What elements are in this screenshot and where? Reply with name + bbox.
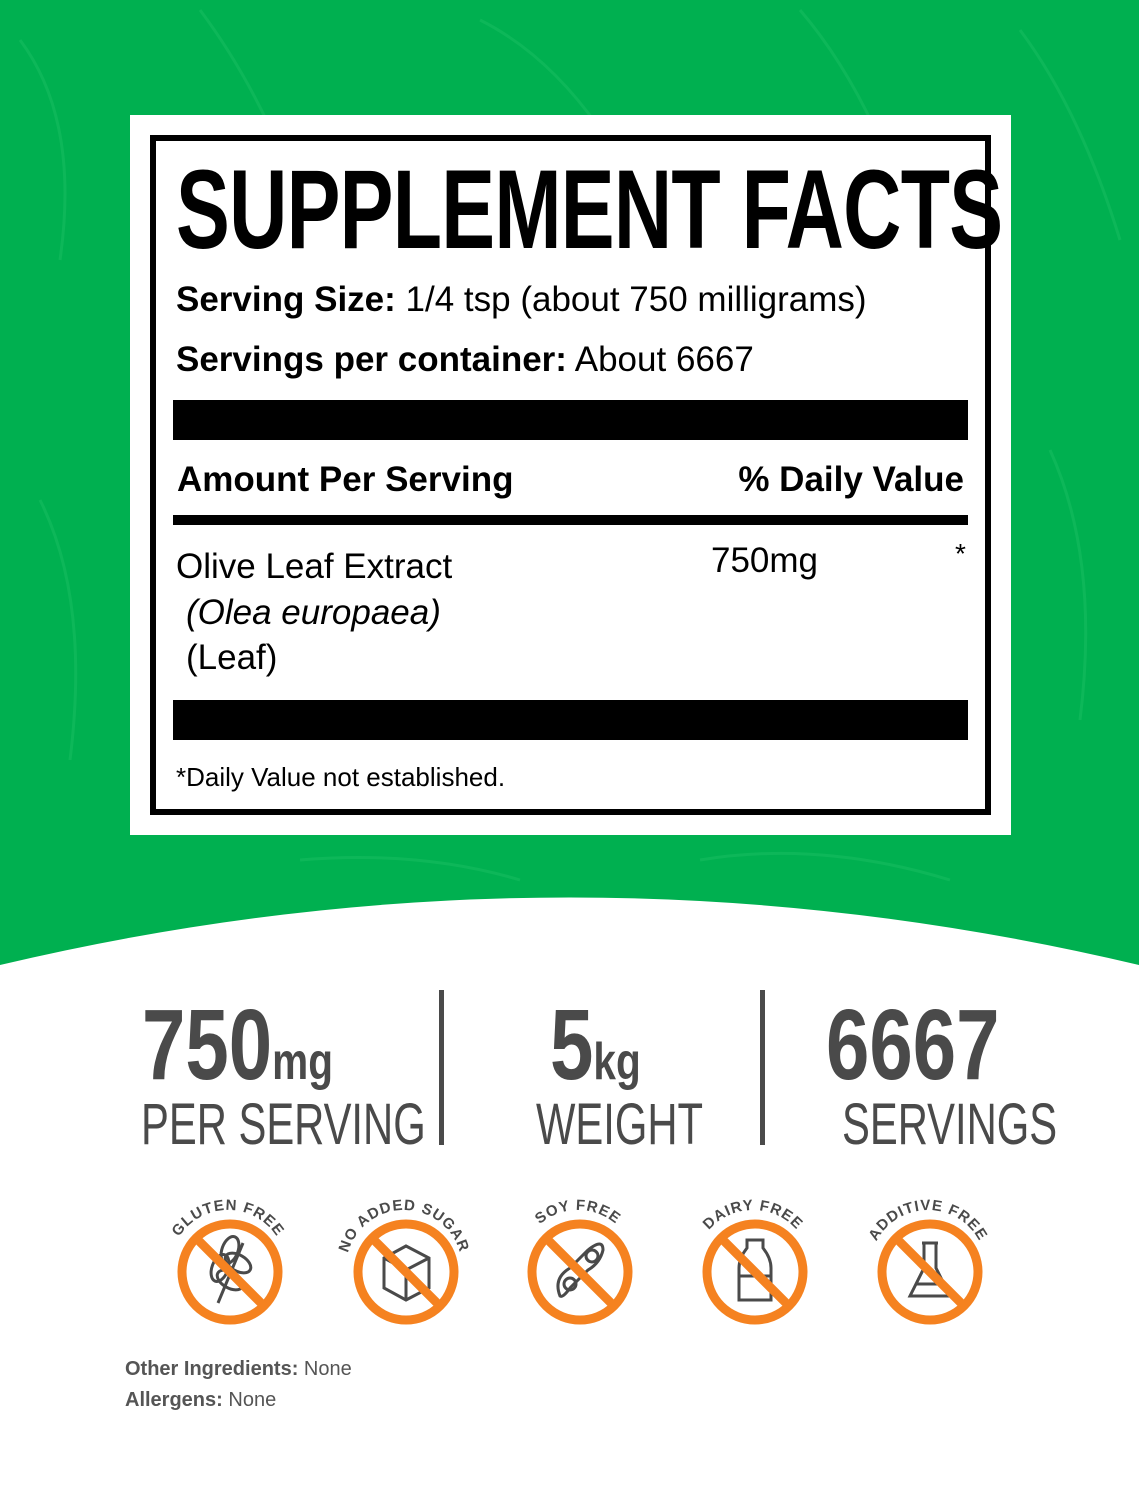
prohibited-circle-icon	[353, 1219, 459, 1325]
allergens-label: Allergens:	[125, 1389, 223, 1411]
stat-value: 750	[142, 989, 273, 1101]
servings-value: About 6667	[574, 340, 754, 379]
prohibited-slash	[892, 1234, 968, 1310]
ingredient-amount: 750mg	[711, 541, 819, 580]
serving-size: Serving Size: 1/4 tsp (about 750 milligr…	[176, 280, 867, 320]
label-title: SUPPLEMENT FACTS	[176, 147, 1003, 272]
other-ingredients-label: Other Ingredients:	[125, 1358, 299, 1380]
prohibited-circle-icon	[702, 1219, 808, 1325]
badge-additive-free: ADDITIVE FREE	[858, 1188, 998, 1333]
badge-no-added-sugar: NO ADDED SUGAR	[334, 1188, 474, 1333]
stat-servings-value: 6667	[826, 995, 1000, 1095]
stat-per-serving-value: 750mg	[142, 995, 333, 1112]
other-ingredients-value: None	[303, 1358, 352, 1380]
prohibited-slash	[542, 1234, 618, 1310]
badge-soy-free: SOY FREE	[508, 1188, 648, 1333]
allergens: Allergens: None	[125, 1389, 276, 1412]
stat-separator	[439, 990, 444, 1145]
soybean-icon	[556, 1242, 605, 1298]
stat-unit: kg	[593, 1033, 641, 1091]
stat-servings-label: SERVINGS	[842, 1092, 1058, 1157]
supplement-facts-frame	[150, 135, 991, 815]
stat-per-serving-label: PER SERVING	[141, 1092, 426, 1157]
badge-gluten-free: GLUTEN FREE	[158, 1188, 298, 1333]
stat-unit: mg	[272, 1033, 333, 1091]
daily-value-header: % Daily Value	[738, 460, 964, 499]
ingredient-latin: (Olea europaea)	[186, 593, 441, 632]
prohibited-slash	[368, 1234, 444, 1310]
ingredient-dv: *	[955, 538, 966, 569]
divider-medium	[173, 515, 968, 525]
footnote: *Daily Value not established.	[176, 762, 506, 792]
other-ingredients: Other Ingredients: None	[125, 1358, 352, 1381]
stat-separator	[760, 990, 765, 1145]
amount-per-serving-header: Amount Per Serving	[177, 460, 514, 499]
prohibited-slash	[192, 1234, 268, 1310]
ingredient-part: (Leaf)	[186, 638, 278, 677]
serving-size-value: 1/4 tsp (about 750 milligrams)	[405, 280, 867, 319]
servings-per-container: Servings per container: About 6667	[176, 340, 754, 380]
ingredient-name: Olive Leaf Extract	[176, 547, 453, 586]
divider-thick	[173, 400, 968, 440]
servings-label: Servings per container:	[176, 340, 567, 379]
stat-value: 6667	[826, 989, 1000, 1101]
badge-dairy-free: DAIRY FREE	[683, 1188, 823, 1333]
badge-label: GLUTEN FREE	[168, 1197, 287, 1240]
prohibited-circle-icon	[877, 1219, 983, 1325]
divider-thick-bottom	[173, 700, 968, 740]
prohibited-circle-icon	[177, 1219, 283, 1325]
allergens-value: None	[228, 1389, 277, 1411]
stat-weight-value: 5kg	[550, 995, 641, 1112]
prohibited-slash	[717, 1234, 793, 1310]
prohibited-circle-icon	[527, 1219, 633, 1325]
stat-weight-label: WEIGHT	[536, 1092, 704, 1157]
stat-value: 5	[550, 989, 594, 1101]
serving-size-label: Serving Size:	[176, 280, 396, 319]
